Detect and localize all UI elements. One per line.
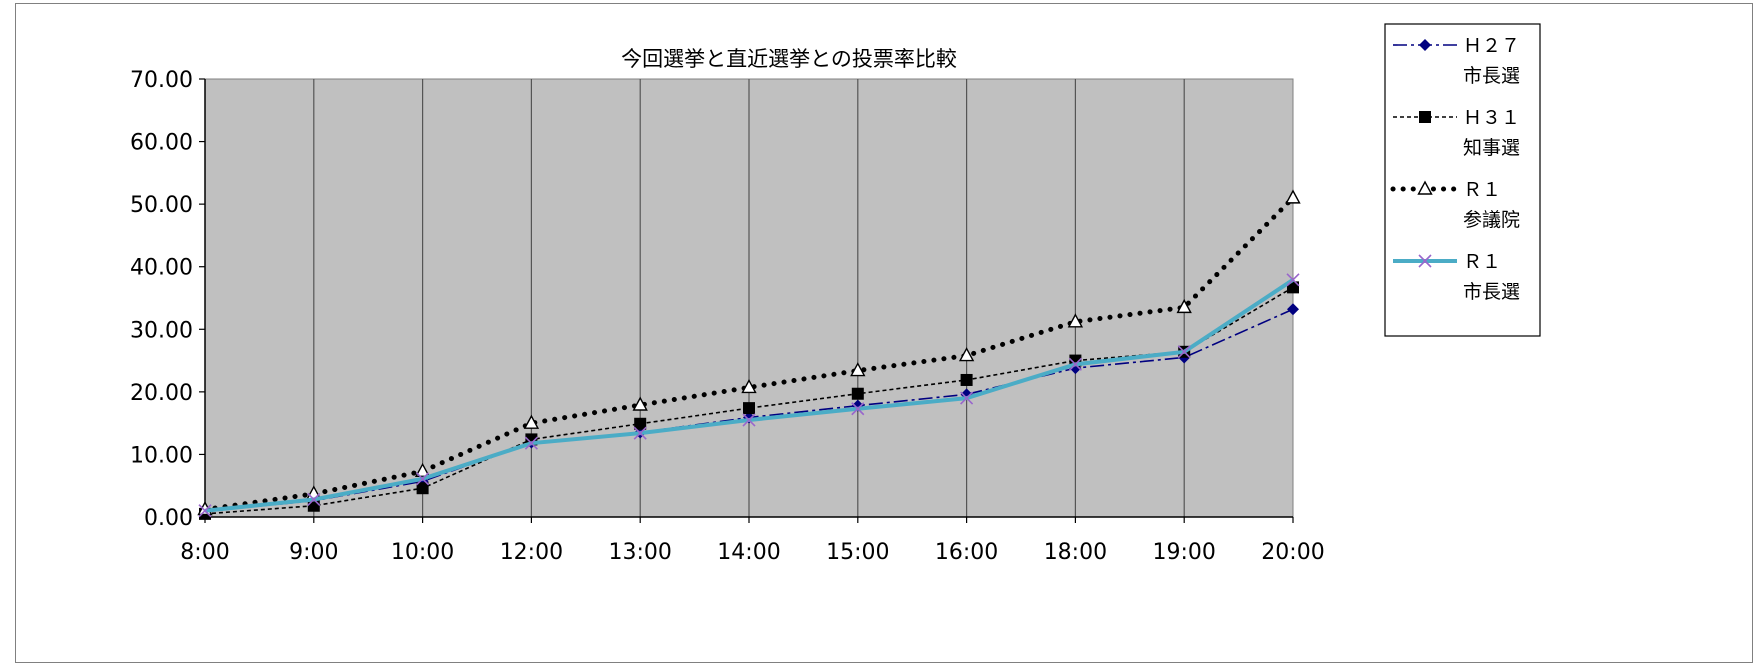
y-tick-label: 50.00: [130, 193, 193, 218]
x-tick-label: 20:00: [1261, 540, 1324, 565]
legend-label: 市長選: [1463, 281, 1520, 303]
data-point-series-4: [198, 504, 212, 518]
legend-label: 知事選: [1463, 137, 1520, 159]
x-tick-label: 13:00: [608, 540, 671, 565]
data-point-series-3: [523, 414, 540, 429]
data-point-series-4: [307, 492, 321, 507]
legend-label: Ｈ３１: [1463, 107, 1520, 129]
data-point-series-4: [960, 391, 974, 405]
data-point-series-3: [850, 362, 866, 377]
data-point-series-3: [632, 396, 648, 411]
x-tick-label: 16:00: [935, 540, 998, 565]
y-tick-label: 40.00: [130, 256, 193, 281]
legend-label: Ｒ１: [1463, 251, 1501, 273]
data-point-series-3: [1285, 189, 1301, 204]
y-tick-label: 30.00: [130, 318, 193, 343]
data-point-series-1: [1287, 303, 1299, 316]
data-point-series-3: [1067, 313, 1084, 328]
data-point-series-4: [1177, 345, 1191, 359]
data-point-series-4: [1286, 273, 1300, 287]
chart-title: 今回選挙と直近選挙との投票率比較: [621, 47, 957, 71]
legend-marker-4: [1418, 254, 1432, 268]
data-point-series-4: [851, 402, 865, 416]
y-tick-label: 70.00: [130, 68, 193, 93]
x-tick-label: 8:00: [180, 540, 229, 565]
x-tick-label: 12:00: [500, 540, 563, 565]
x-tick-label: 19:00: [1152, 540, 1215, 565]
data-point-series-3: [958, 347, 975, 362]
x-tick-label: 15:00: [826, 540, 889, 565]
legend-label: 市長選: [1463, 65, 1520, 87]
legend-marker-3: [1417, 180, 1433, 195]
data-point-series-4: [1068, 357, 1082, 371]
y-tick-label: 10.00: [130, 443, 193, 468]
data-point-series-4: [416, 472, 430, 486]
y-tick-label: 0.00: [144, 506, 193, 531]
data-point-series-3: [414, 462, 431, 478]
line-chart: 0.00 10.00 20.00 30.00 40.00 50.00 60.00 70.00 8…: [130, 23, 1541, 565]
series-line-3: [202, 195, 1296, 512]
legend-label: 参議院: [1463, 209, 1520, 231]
data-point-series-2: [634, 417, 647, 430]
data-point-series-2: [1287, 281, 1299, 294]
legend-box: [1384, 23, 1541, 337]
data-point-series-4: [633, 426, 647, 440]
x-tick-label: 9:00: [289, 540, 338, 565]
y-tick-label: 60.00: [130, 131, 193, 156]
x-tick-label: 18:00: [1044, 540, 1107, 565]
legend-label: Ｈ２７: [1463, 35, 1520, 57]
legend-label: Ｒ１: [1463, 179, 1501, 201]
x-tick-label: 10:00: [391, 540, 454, 565]
series-line-2: [204, 286, 1294, 515]
y-tick-label: 20.00: [130, 381, 193, 406]
x-tick-label: 14:00: [717, 540, 780, 565]
data-point-series-2: [416, 482, 429, 495]
data-point-series-4: [524, 436, 538, 450]
data-point-series-3: [741, 379, 757, 394]
data-point-series-3: [1176, 298, 1192, 314]
legend-marker-1: [1419, 39, 1431, 51]
legend-marker-2: [1419, 111, 1431, 123]
data-point-series-2: [960, 373, 973, 386]
data-point-series-4: [742, 413, 756, 427]
data-point-series-2: [743, 402, 755, 415]
data-point-series-2: [851, 387, 864, 400]
